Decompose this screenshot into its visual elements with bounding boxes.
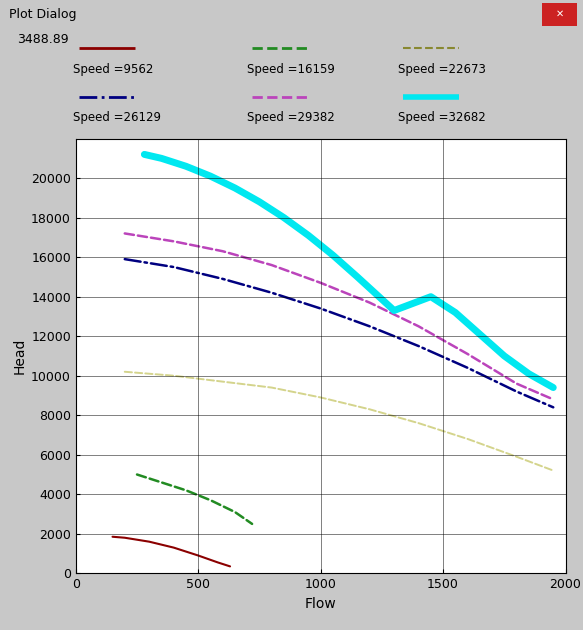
Y-axis label: Head: Head [13,338,27,374]
Text: Plot Dialog: Plot Dialog [9,8,76,21]
Text: Speed =29382: Speed =29382 [247,112,335,124]
X-axis label: Flow: Flow [305,597,336,610]
Text: 3488.89: 3488.89 [17,33,69,46]
Text: Speed =9562: Speed =9562 [73,62,153,76]
Text: Speed =26129: Speed =26129 [73,112,161,124]
Text: ✕: ✕ [556,9,564,19]
Text: Speed =16159: Speed =16159 [247,62,335,76]
FancyBboxPatch shape [542,3,577,25]
Text: Speed =22673: Speed =22673 [398,62,486,76]
Text: Speed =32682: Speed =32682 [398,112,486,124]
